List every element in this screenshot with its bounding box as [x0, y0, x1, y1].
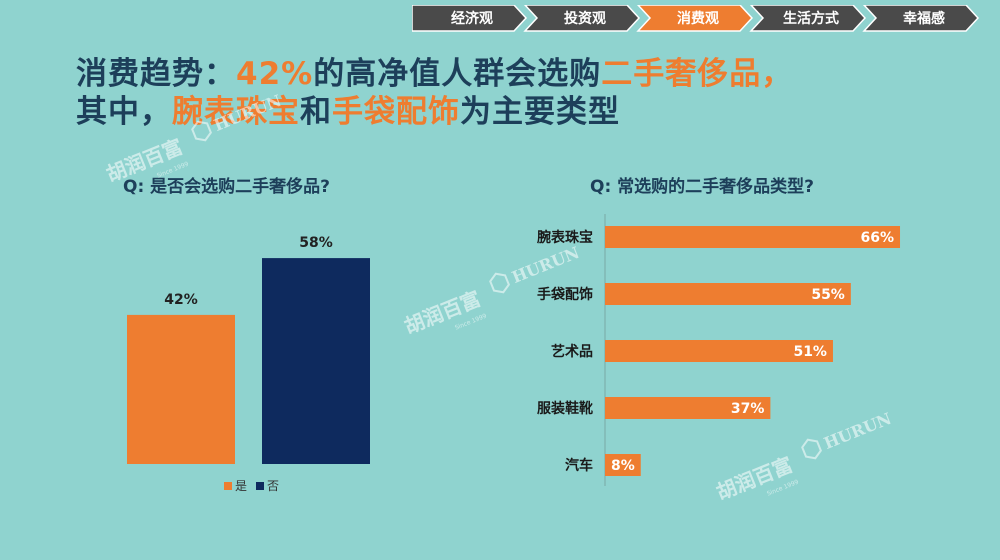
headline-text: 的高净值人群会选购 — [313, 56, 602, 92]
nav-tab-label: 经济观 — [451, 10, 493, 27]
headline-text: 其中， — [76, 94, 172, 130]
nav-tab-0[interactable] — [412, 5, 528, 32]
headline-line1: 消费趋势：42%的高净值人群会选购二手奢侈品， — [76, 48, 793, 93]
nav-tab-4[interactable] — [862, 5, 980, 32]
data-label: 42% — [164, 292, 198, 308]
nav-tab-label: 投资观 — [564, 10, 606, 27]
top-nav: 经济观 投资观 消费观 生活方式 幸福感 — [412, 5, 996, 33]
bar-艺术品 — [605, 340, 833, 362]
bar-手袋配饰 — [605, 283, 851, 305]
legend-swatch — [256, 482, 264, 490]
category-label: 艺术品 — [551, 343, 593, 360]
data-label: 58% — [299, 235, 333, 251]
bar-腕表珠宝 — [605, 226, 901, 248]
legend-label: 否 — [267, 479, 279, 493]
data-label: 66% — [861, 230, 895, 246]
headline-text: 消费趋势： — [76, 56, 236, 92]
legend-label: 是 — [235, 479, 247, 493]
headline-highlight: 手袋配饰 — [332, 94, 460, 130]
headline-text: 为主要类型 — [460, 94, 620, 130]
data-label: 51% — [793, 344, 827, 360]
category-label: 腕表珠宝 — [537, 229, 593, 246]
headline-highlight: 二手奢侈品 — [601, 56, 762, 92]
bar-服装鞋靴 — [605, 397, 771, 419]
legend-swatch — [224, 482, 232, 490]
headline-text: ， — [761, 56, 794, 92]
nav-tab-label: 幸福感 — [903, 10, 945, 27]
category-label: 汽车 — [565, 457, 593, 474]
category-label: 手袋配饰 — [537, 286, 593, 303]
headline-highlight: 42% — [236, 56, 314, 92]
nav-tab-1[interactable] — [523, 5, 641, 32]
data-label: 37% — [731, 401, 765, 417]
category-label: 服装鞋靴 — [537, 400, 593, 417]
headline-line2: 其中，腕表珠宝和手袋配饰为主要类型 — [76, 86, 620, 131]
bar-是 — [127, 314, 235, 464]
nav-tab-label: 生活方式 — [783, 10, 839, 27]
nav-chevrons: 经济观 投资观 消费观 生活方式 幸福感 — [412, 5, 980, 32]
bar-否 — [262, 258, 370, 464]
nav-tab-2[interactable] — [636, 5, 754, 32]
nav-tab-label: 消费观 — [677, 10, 719, 27]
data-label: 55% — [811, 287, 845, 303]
right-chart-title: Q: 常选购的二手奢侈品类型? — [590, 177, 815, 197]
bar-汽车 — [605, 454, 641, 476]
nav-tab-3[interactable] — [749, 5, 867, 32]
headline-text: 和 — [300, 94, 332, 130]
left-chart-title: Q: 是否会选购二手奢侈品? — [123, 177, 331, 197]
data-label: 8% — [611, 458, 635, 474]
